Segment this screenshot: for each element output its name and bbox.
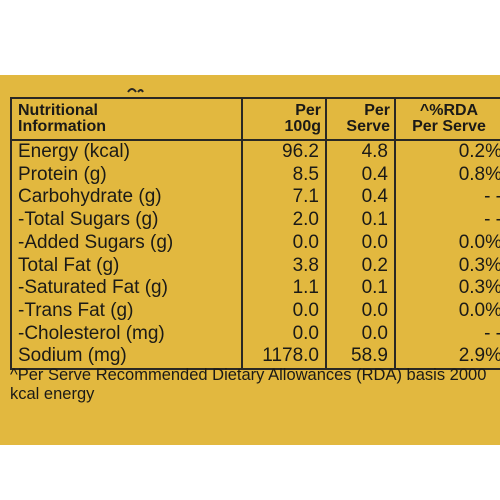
value-per-serve: 0.0 bbox=[325, 322, 396, 346]
value-rda: 0.3% bbox=[394, 277, 500, 300]
value-per-100g: 96.2 bbox=[241, 140, 327, 164]
value-per-100g: 3.8 bbox=[241, 254, 327, 278]
value-per-serve: 0.1 bbox=[325, 209, 396, 232]
value-rda: - - bbox=[394, 186, 500, 210]
nutrient-name: Energy (kcal) bbox=[10, 140, 243, 164]
table-header-row: Nutritional Information Per 100g Per Serve … bbox=[10, 97, 500, 141]
table-row: Carbohydrate (g)7.10.4- - bbox=[10, 186, 500, 210]
header-per-serve: Per Serve bbox=[325, 97, 396, 141]
value-per-100g: 8.5 bbox=[241, 163, 327, 187]
value-per-100g: 1.1 bbox=[241, 277, 327, 300]
value-rda: 0.0% bbox=[394, 231, 500, 255]
header-rda-per-serve: ^%RDA Per Serve bbox=[394, 97, 500, 141]
nutrient-name: -Added Sugars (g) bbox=[10, 231, 243, 255]
value-per-serve: 0.4 bbox=[325, 186, 396, 210]
value-rda: 0.3% bbox=[394, 254, 500, 278]
table-row: -Cholesterol (mg)0.00.0- - bbox=[10, 322, 500, 346]
value-per-serve: 0.0 bbox=[325, 231, 396, 255]
value-per-serve: 0.0 bbox=[325, 299, 396, 323]
table-row: -Saturated Fat (g) 1.1 0.1 0.3% bbox=[10, 277, 500, 300]
value-rda: 0.2% bbox=[394, 140, 500, 164]
table-row: Energy (kcal) 96.2 4.8 0.2% bbox=[10, 140, 500, 164]
table-row: -Added Sugars (g) 0.0 0.0 0.0% bbox=[10, 231, 500, 255]
value-rda: 2.9% bbox=[394, 345, 500, 371]
nutrient-name: Sodium (mg) bbox=[10, 345, 243, 371]
value-per-serve: 58.9 bbox=[325, 345, 396, 371]
table-row: Protein (g) 8.5 0.4 0.8% bbox=[10, 163, 500, 187]
value-per-serve: 0.2 bbox=[325, 254, 396, 278]
value-per-serve: 4.8 bbox=[325, 140, 396, 164]
nutrient-name: -Total Sugars (g) bbox=[10, 209, 243, 232]
value-per-100g: 0.0 bbox=[241, 322, 327, 346]
footnote: ^Per Serve Recommended Dietary Allowance… bbox=[10, 366, 487, 403]
value-rda: - - bbox=[394, 209, 500, 232]
table-row: -Trans Fat (g) 0.0 0.0 0.0% bbox=[10, 299, 500, 323]
value-per-100g: 7.1 bbox=[241, 186, 327, 210]
nutrient-name: -Cholesterol (mg) bbox=[10, 322, 243, 346]
value-per-100g: 2.0 bbox=[241, 209, 327, 232]
header-nutritional-information: Nutritional Information bbox=[10, 97, 243, 141]
value-per-serve: 0.4 bbox=[325, 163, 396, 187]
header-per-100g: Per 100g bbox=[241, 97, 327, 141]
table-row: Sodium (mg) 1178.0 58.9 2.9% bbox=[10, 345, 500, 371]
value-per-100g: 1178.0 bbox=[241, 345, 327, 371]
value-rda: 0.8% bbox=[394, 163, 500, 187]
value-per-serve: 0.1 bbox=[325, 277, 396, 300]
value-rda: 0.0% bbox=[394, 299, 500, 323]
nutrition-table: Nutritional Information Per 100g Per Serve … bbox=[10, 97, 500, 371]
nutrient-name: Total Fat (g) bbox=[10, 254, 243, 278]
nutrient-name: Carbohydrate (g) bbox=[10, 186, 243, 210]
table-row: -Total Sugars (g)2.00.1- - bbox=[10, 209, 500, 232]
value-per-100g: 0.0 bbox=[241, 231, 327, 255]
table-row: Total Fat (g) 3.8 0.2 0.3% bbox=[10, 254, 500, 278]
cropped-text-fragment bbox=[127, 88, 144, 93]
nutrient-name: -Saturated Fat (g) bbox=[10, 277, 243, 300]
nutrient-name: Protein (g) bbox=[10, 163, 243, 187]
value-rda: - - bbox=[394, 322, 500, 346]
nutrient-name: -Trans Fat (g) bbox=[10, 299, 243, 323]
value-per-100g: 0.0 bbox=[241, 299, 327, 323]
